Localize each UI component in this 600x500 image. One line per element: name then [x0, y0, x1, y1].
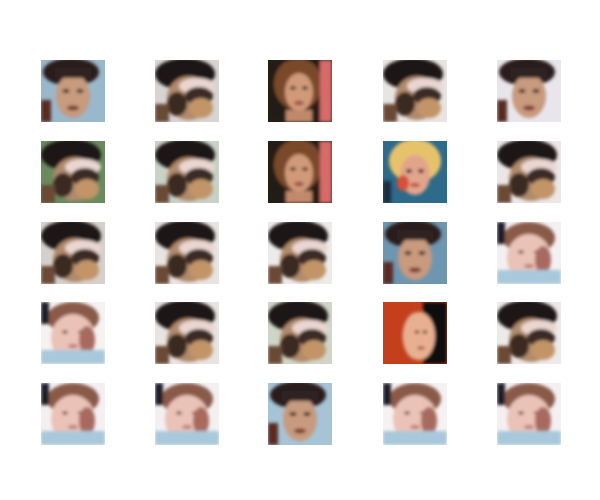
face-sample-image: [155, 222, 219, 284]
face-sample-image: [41, 302, 105, 364]
face-sample-image: [41, 141, 105, 203]
face-sample-image: [155, 60, 219, 122]
face-sample-image: [41, 383, 105, 445]
face-sample-image: [383, 60, 447, 122]
face-sample-image: [268, 141, 332, 203]
face-sample-image: [41, 60, 105, 122]
face-sample-image: [155, 302, 219, 364]
face-sample-image: [497, 60, 561, 122]
face-sample-image: [268, 222, 332, 284]
face-sample-image: [497, 302, 561, 364]
face-sample-image: [268, 383, 332, 445]
face-sample-image: [383, 302, 447, 364]
face-sample-image: [497, 141, 561, 203]
face-sample-image: [383, 383, 447, 445]
face-sample-image: [383, 222, 447, 284]
face-sample-image: [41, 222, 105, 284]
face-sample-image: [497, 222, 561, 284]
face-sample-image: [155, 141, 219, 203]
face-sample-image: [268, 302, 332, 364]
face-sample-image: [268, 60, 332, 122]
face-sample-image: [383, 141, 447, 203]
face-sample-image: [497, 383, 561, 445]
face-sample-image: [155, 383, 219, 445]
